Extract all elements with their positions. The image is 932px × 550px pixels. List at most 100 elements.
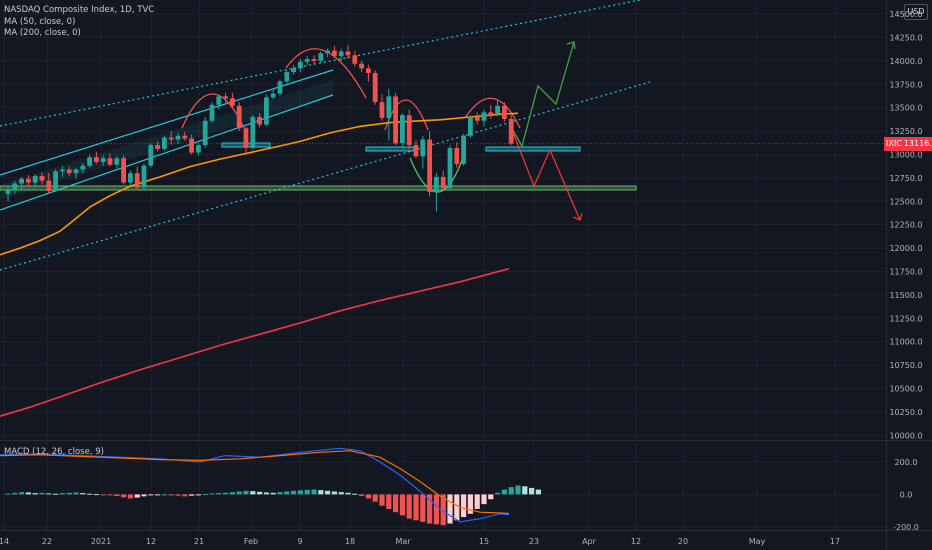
candle-body (284, 72, 290, 82)
candle-body (502, 105, 507, 119)
candle-body (447, 147, 453, 189)
candle-body (189, 138, 194, 153)
candle-body (332, 50, 337, 57)
time-tick-label: 20 (678, 537, 688, 546)
candle-body (495, 105, 500, 115)
macd-line (0, 447, 510, 523)
candle-body (264, 97, 269, 125)
ma200-legend[interactable]: MA (200, close, 0) (4, 28, 81, 38)
candle-body (291, 68, 296, 73)
time-tick-label: 12 (631, 537, 641, 546)
price-tick-label: 12250.0 (889, 221, 922, 230)
price-tick-label: 14500.0 (889, 10, 922, 19)
candle-body (352, 55, 358, 64)
macd-histogram-bar (311, 489, 317, 495)
time-tick-label: 21 (194, 537, 204, 546)
macd-histogram-bar (257, 491, 263, 495)
candle-body (257, 117, 262, 125)
candle-body (209, 104, 215, 121)
candle-body (434, 176, 439, 192)
price-tick-label: 10000.0 (889, 431, 922, 440)
currency-badge[interactable]: USD (904, 4, 928, 20)
macd-histogram-bar (114, 494, 120, 497)
channel-upper-line (0, 69, 334, 176)
candle-body (230, 98, 235, 106)
candle-body (128, 173, 133, 183)
macd-legend[interactable]: MACD (12, 26, close, 9) (4, 447, 104, 457)
macd-histogram-bar (19, 492, 25, 495)
candle-body (406, 115, 412, 146)
macd-histogram-bar (25, 492, 31, 495)
macd-histogram-bar (175, 494, 181, 496)
candle-body (39, 176, 45, 181)
time-tick-label: 23 (529, 537, 539, 546)
macd-pane (0, 447, 541, 526)
time-tick-label: 14 (0, 537, 9, 546)
candle-body (488, 112, 494, 115)
macd-histogram-bar (359, 494, 365, 497)
price-tick-label: 11250.0 (889, 314, 922, 323)
macd-histogram-bar (454, 494, 460, 521)
moving-average-lines (0, 112, 886, 417)
time-tick-label: Apr (582, 537, 597, 546)
candle-body (87, 157, 92, 166)
candle-body (481, 112, 487, 121)
neckline-zone (365, 146, 415, 152)
candle-body (454, 147, 460, 164)
candle-body (94, 157, 99, 162)
candle-body (311, 58, 317, 61)
price-tick-label: 12500.0 (889, 197, 922, 206)
candle-body (508, 118, 514, 144)
price-tick-label: 13000.0 (889, 150, 922, 159)
last-price-value: 13116.2 (903, 138, 932, 148)
candle-body (427, 139, 432, 192)
price-axis[interactable]: 14500.0 14250.0 14000.0 13750.0 13500.0 13250… (889, 10, 922, 532)
macd-histogram-bar (141, 494, 147, 497)
macd-histogram-bar (467, 494, 473, 514)
macd-histogram-bar (182, 494, 188, 497)
macd-histogram-bar (386, 494, 392, 509)
candle-body (359, 63, 364, 69)
candle-body (168, 137, 174, 140)
macd-histogram-bar (325, 490, 331, 495)
macd-histogram-bar (87, 493, 93, 495)
price-tick-label: 10750.0 (889, 361, 922, 370)
price-tick-label: 11750.0 (889, 267, 922, 276)
candle-body (298, 61, 303, 69)
last-price-symbol: IXIC (886, 138, 902, 148)
macd-histogram-bar (372, 494, 378, 502)
candle-body (66, 169, 72, 174)
candle-body (379, 102, 385, 118)
price-tick-label: 14250.0 (889, 33, 922, 42)
macd-histogram-bar (189, 494, 195, 496)
macd-histogram-bar (32, 493, 38, 495)
macd-histogram-bar (243, 490, 249, 495)
price-tick-label: 12750.0 (889, 174, 922, 183)
symbol-title[interactable]: NASDAQ Composite Index, 1D, TVC (4, 5, 155, 15)
macd-histogram-bar (168, 494, 174, 496)
time-tick-label: 18 (345, 537, 355, 546)
shoulder-arc (464, 97, 521, 129)
candle-body (73, 169, 79, 174)
candle-body (440, 176, 446, 189)
candle-body (366, 68, 371, 74)
candle-body (474, 117, 480, 121)
candle-body (162, 137, 167, 149)
macd-histogram-bar (229, 492, 235, 495)
time-axis[interactable]: 14 22 2021 12 21 Feb 9 18 Mar 15 23 Apr 12 20 May 17 (0, 537, 840, 546)
shoulder-arc (384, 99, 429, 131)
candle-body (26, 178, 31, 183)
macd-histogram-bar (134, 494, 140, 498)
time-tick-label: 2021 (91, 537, 111, 546)
bearish-arrow-head (572, 212, 583, 221)
candle-body (250, 117, 256, 148)
ma50-legend[interactable]: MA (50, close, 0) (4, 16, 76, 27)
chart-legend: NASDAQ Composite Index, 1D, TVC MA (50, … (4, 5, 154, 40)
macd-histogram-bar (522, 486, 528, 495)
macd-tick-label: 0.0 (900, 490, 913, 499)
macd-histogram-bar (433, 494, 439, 525)
macd-histogram-bar (66, 492, 72, 495)
macd-tick-label: -200.0 (893, 523, 919, 532)
price-tick-label: 13500.0 (889, 104, 922, 113)
